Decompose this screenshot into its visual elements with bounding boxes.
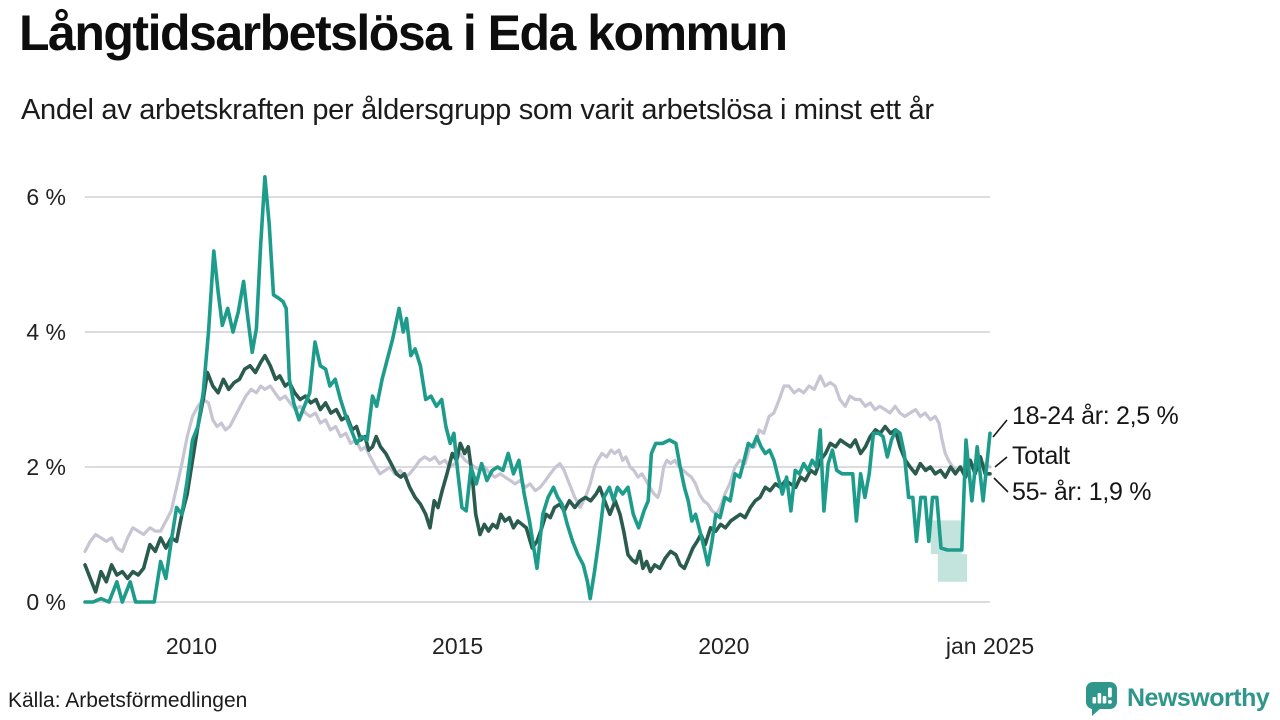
series-line-totalt xyxy=(83,374,992,554)
page-subtitle: Andel av arbetskraften per åldersgrupp s… xyxy=(21,94,934,126)
x-tick-label: jan 2025 xyxy=(945,633,1035,659)
annotation-label-totalt: Totalt xyxy=(1012,442,1070,470)
x-tick-label: 2020 xyxy=(698,633,750,659)
annotation-label-55plus: 55- år: 1,9 % xyxy=(1012,478,1152,506)
source-note: Källa: Arbetsförmedlingen xyxy=(8,689,248,712)
series-line-18-24-r xyxy=(83,175,992,604)
uncertainty-band-segment xyxy=(937,554,968,582)
newsworthy-wordmark: Newsworthy xyxy=(1127,684,1270,712)
annotation-leader xyxy=(993,477,1009,493)
newsworthy-logo: Newsworthy xyxy=(1084,680,1270,717)
gridlines xyxy=(85,196,990,603)
y-tick-label: 0 % xyxy=(26,589,66,615)
annotation-label-18-24: 18-24 år: 2,5 % xyxy=(1012,402,1179,430)
y-tick-label: 2 % xyxy=(26,454,66,480)
uncertainty-band xyxy=(930,520,968,582)
y-tick-label: 4 % xyxy=(26,319,66,345)
annotation-leader-lines xyxy=(992,419,1009,493)
page-title: Långtidsarbetslösa i Eda kommun xyxy=(19,5,788,61)
annotation-leader xyxy=(992,419,1008,438)
annotation-leader xyxy=(994,456,1008,468)
x-tick-label: 2010 xyxy=(165,633,218,659)
series-lines xyxy=(83,175,992,604)
newsworthy-bubble-chart-icon xyxy=(1084,680,1120,717)
y-tick-label: 6 % xyxy=(26,184,66,210)
x-tick-label: 2015 xyxy=(432,633,484,659)
